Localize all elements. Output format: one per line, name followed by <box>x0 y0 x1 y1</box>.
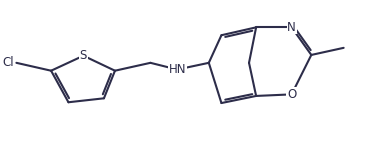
Text: Cl: Cl <box>3 56 14 69</box>
Text: HN: HN <box>169 63 186 76</box>
Text: S: S <box>80 49 87 62</box>
Text: O: O <box>287 88 296 101</box>
Text: N: N <box>287 21 296 34</box>
